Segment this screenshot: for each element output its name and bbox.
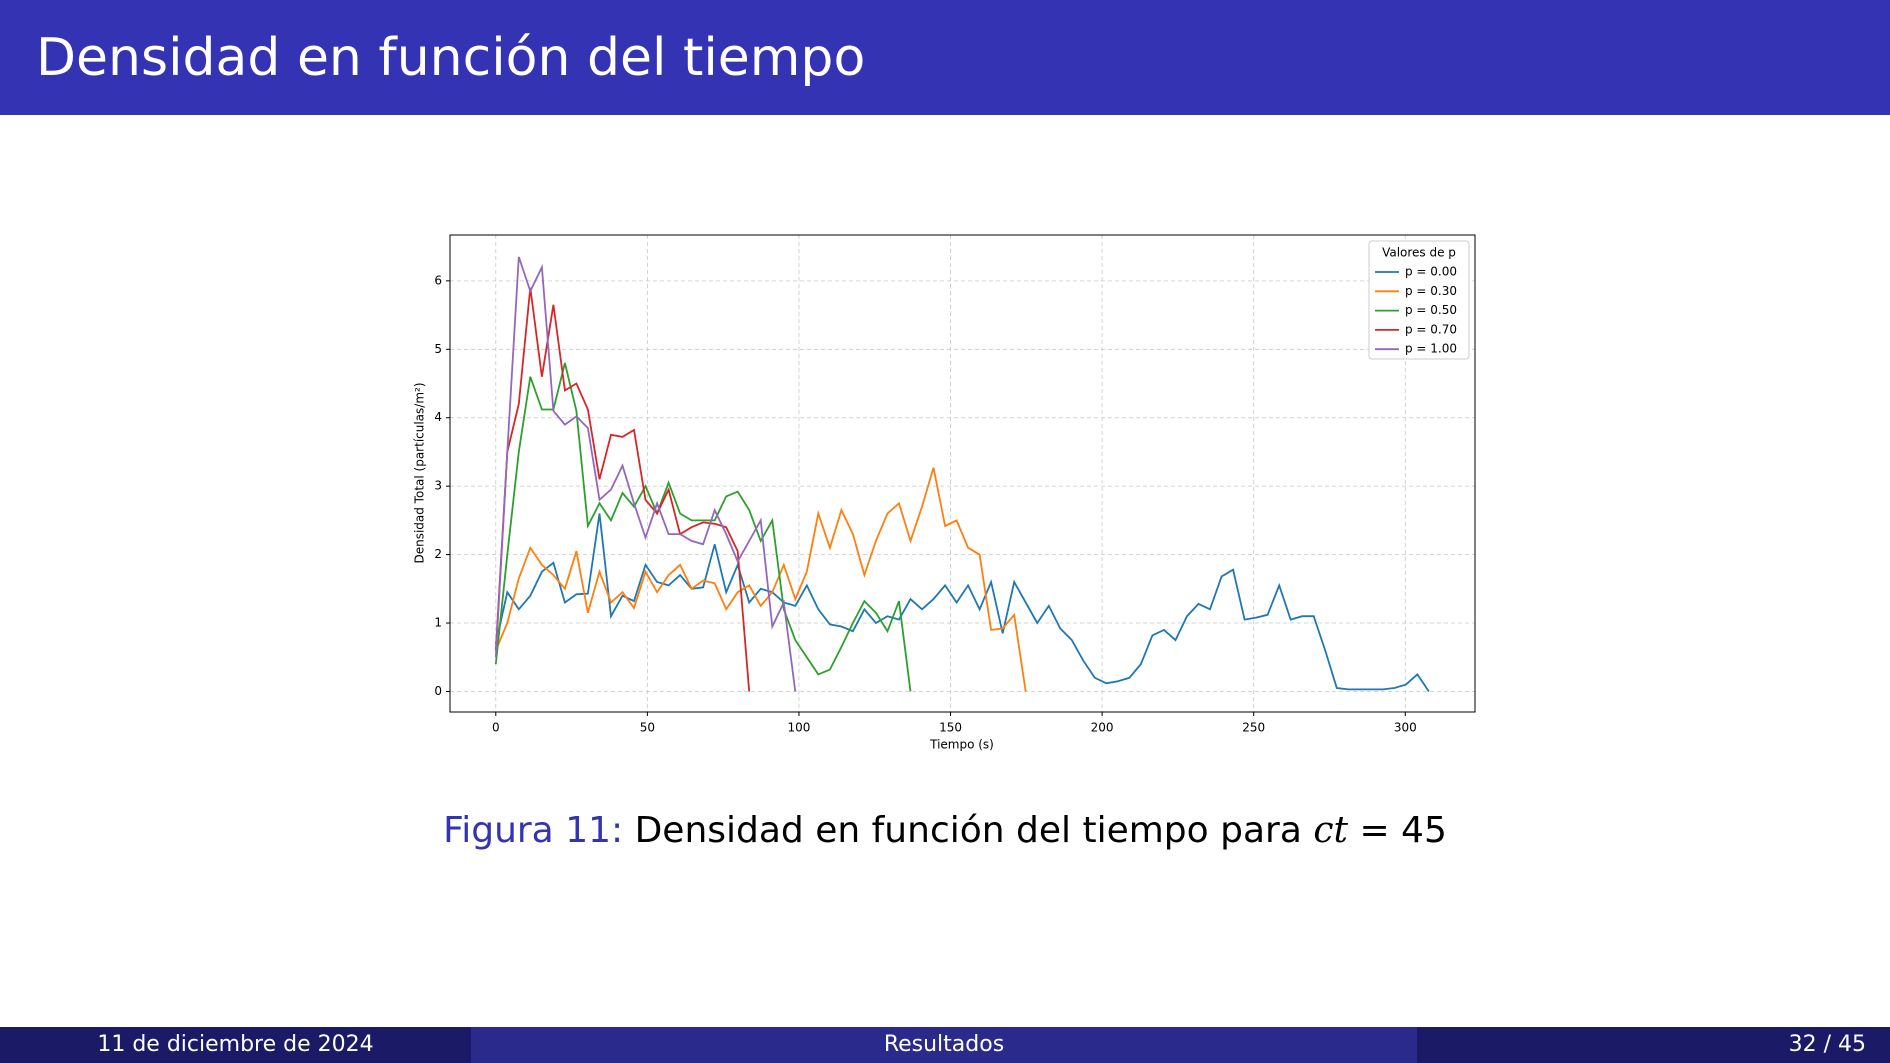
x-tick-label: 250 — [1242, 721, 1265, 735]
y-tick-label: 4 — [434, 410, 442, 424]
y-tick-label: 1 — [434, 616, 442, 630]
x-axis-label: Tiempo (s) — [929, 738, 994, 752]
legend-label: p = 0.00 — [1405, 265, 1457, 279]
legend-title: Valores de p — [1382, 246, 1456, 260]
caption-text: Densidad en función del tiempo para — [634, 810, 1302, 851]
caption-label: Figura 11: — [443, 810, 624, 851]
x-tick-label: 200 — [1091, 721, 1114, 735]
caption: Figura 11: Densidad en función del tiemp… — [0, 810, 1890, 851]
legend-label: p = 0.30 — [1405, 284, 1457, 298]
data-line — [494, 256, 797, 692]
y-axis-label: Densidad Total (partículas/m²) — [413, 382, 427, 563]
chart: Tiempo (s) Densidad Total (partículas/m²… — [413, 234, 1476, 752]
x-tick-label: 300 — [1394, 721, 1417, 735]
x-tick-label: 100 — [787, 721, 810, 735]
legend-label: p = 1.00 — [1405, 342, 1457, 356]
data-line — [494, 513, 1430, 693]
data-line — [494, 362, 912, 692]
y-tick-label: 3 — [434, 479, 442, 493]
footer-page: 32 / 45 — [1417, 1027, 1890, 1063]
plot-frame — [449, 234, 1476, 713]
y-tick-label: 2 — [434, 547, 442, 561]
data-line — [494, 287, 751, 692]
caption-math-var: ct — [1313, 810, 1348, 851]
legend-label: p = 0.50 — [1405, 303, 1457, 317]
caption-math-rest: = 45 — [1359, 810, 1447, 851]
y-tick-label: 0 — [434, 684, 442, 698]
footer: 11 de diciembre de 2024 Resultados 32 / … — [0, 1027, 1890, 1063]
footer-section: Resultados — [471, 1027, 1417, 1063]
slide-title: Densidad en función del tiempo — [36, 28, 866, 88]
y-tick-label: 5 — [434, 342, 442, 356]
x-tick-label: 0 — [492, 721, 500, 735]
legend-label: p = 0.70 — [1405, 322, 1457, 336]
header: Densidad en función del tiempo — [0, 0, 1890, 115]
x-tick-label: 50 — [640, 721, 655, 735]
x-tick-label: 150 — [939, 721, 962, 735]
data-line — [494, 467, 1027, 692]
footer-date: 11 de diciembre de 2024 — [0, 1027, 471, 1063]
y-tick-label: 6 — [434, 273, 442, 287]
